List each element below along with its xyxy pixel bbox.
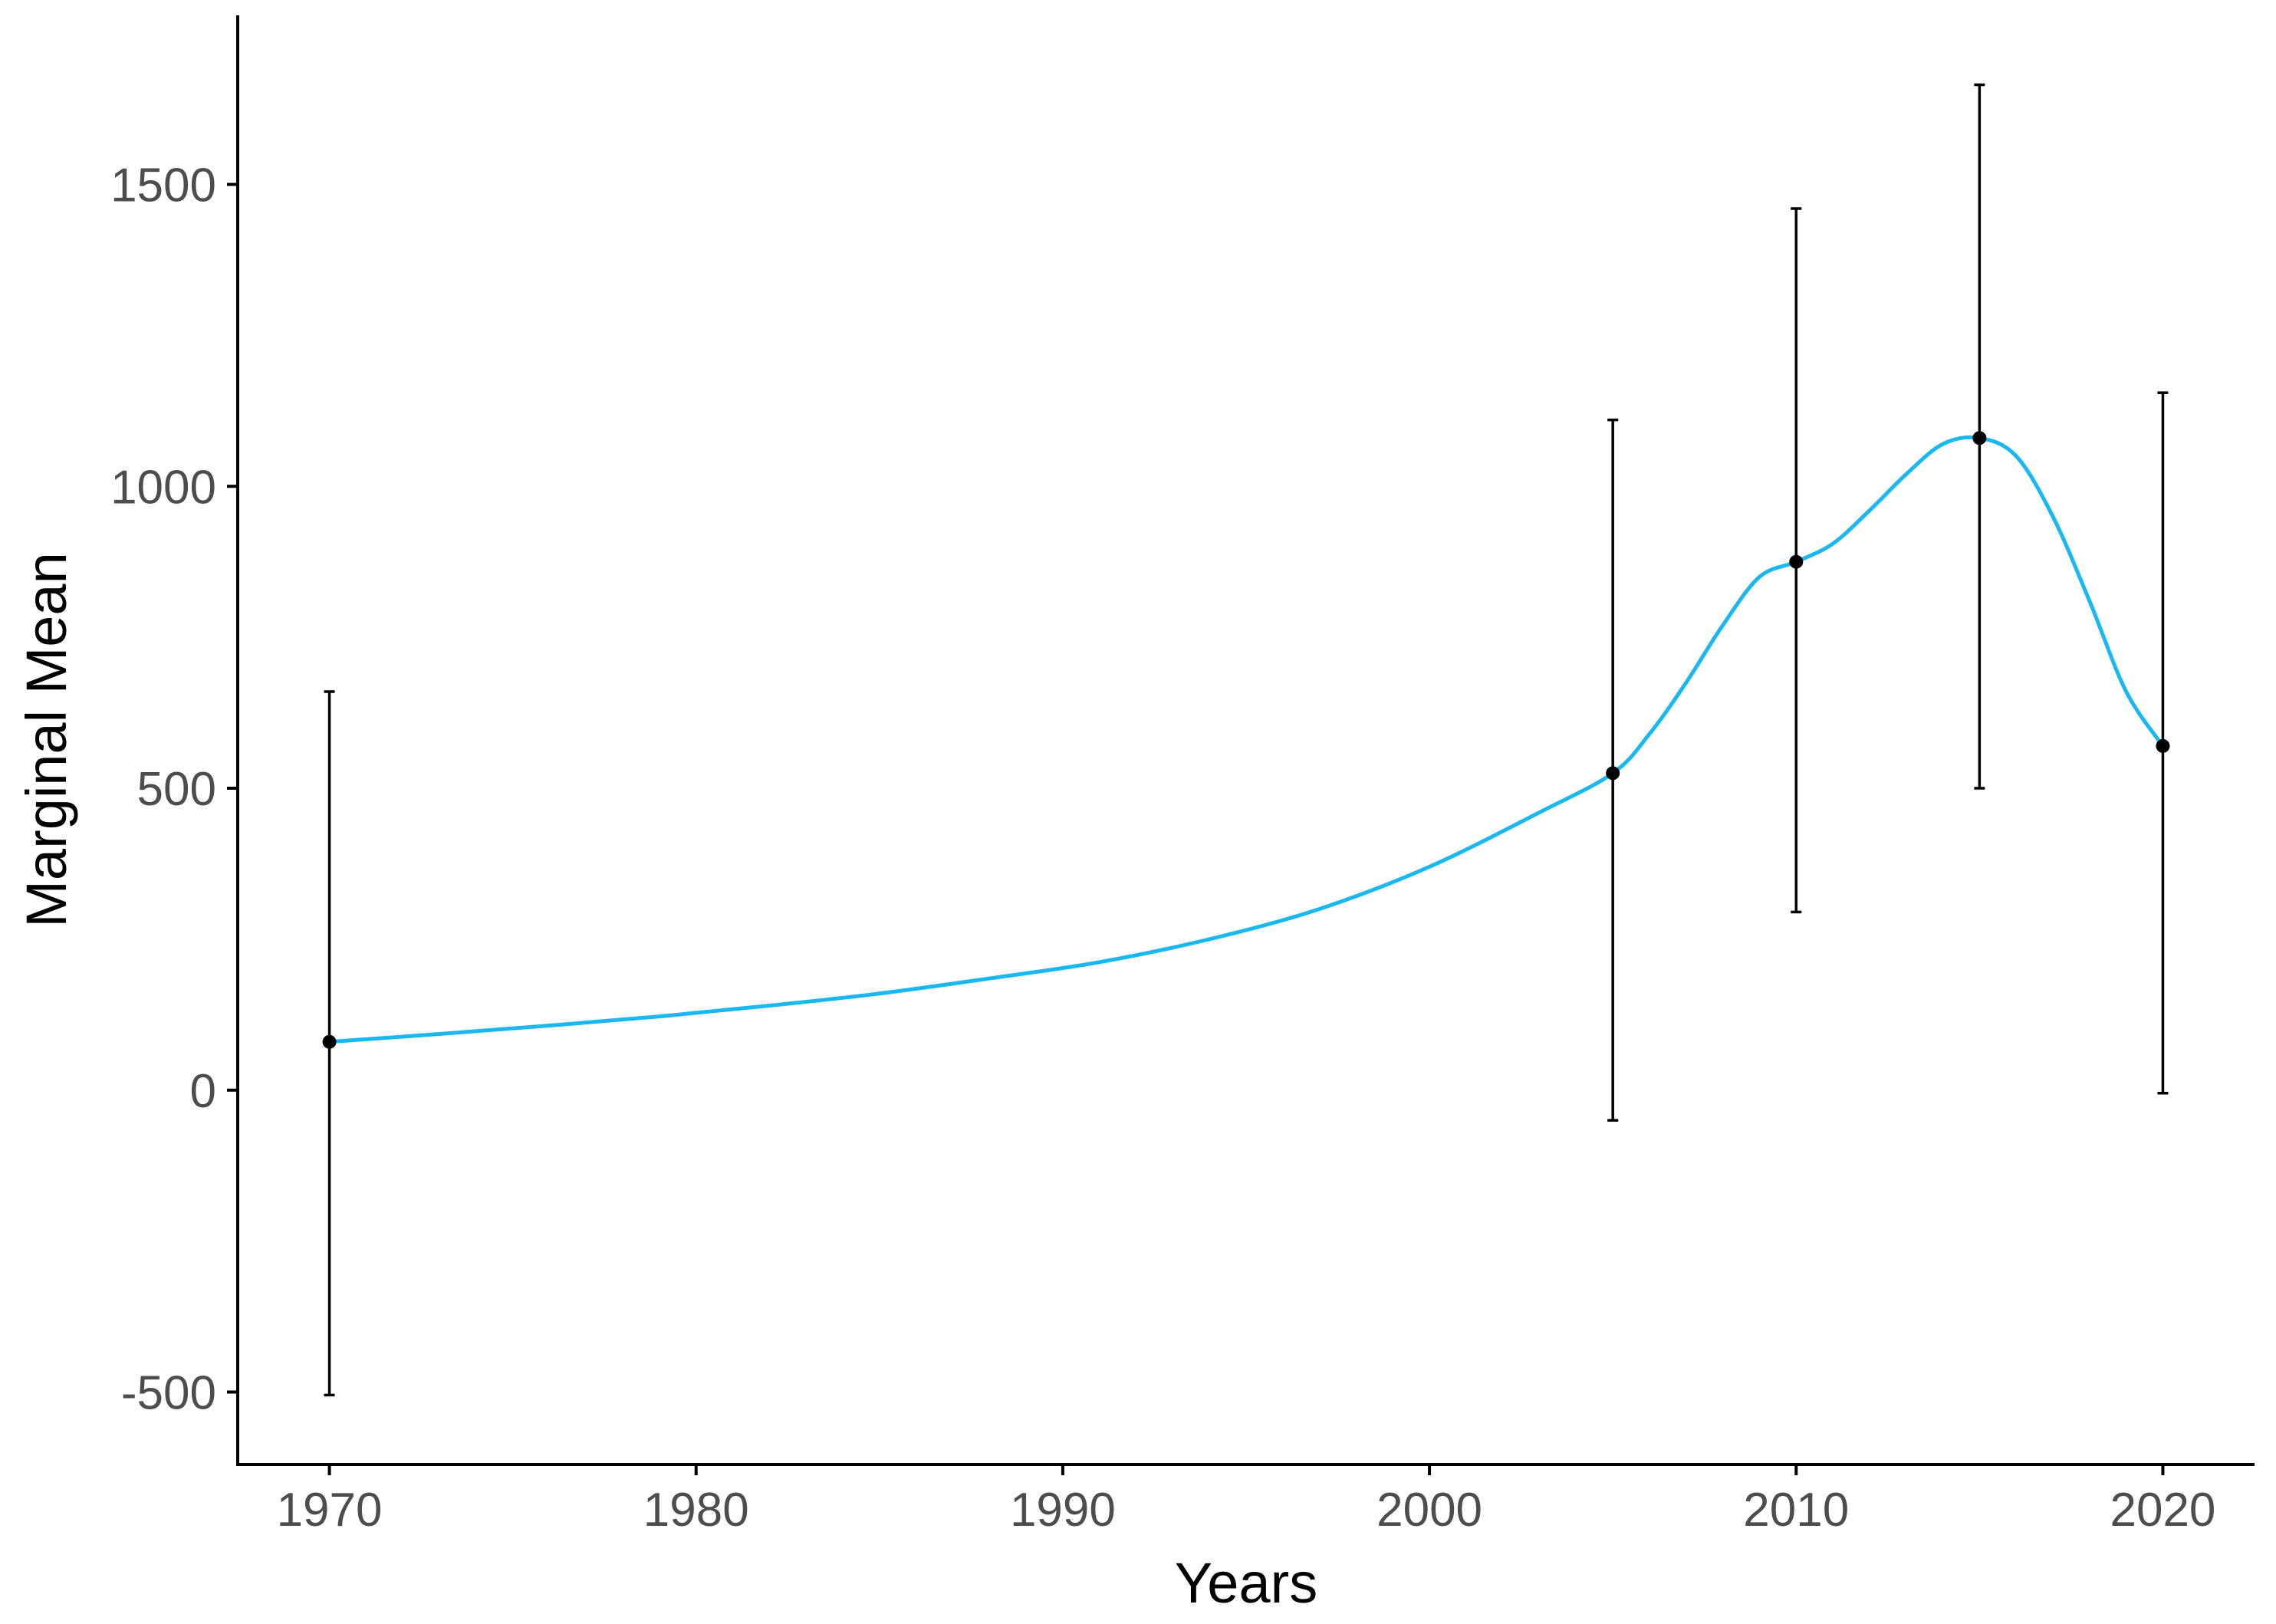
x-tick-label: 2010: [1743, 1484, 1849, 1537]
y-axis-title: Marginal Mean: [15, 552, 78, 927]
data-point: [1789, 554, 1804, 569]
y-axis-ticks: -500 0 500 1000 1500: [110, 159, 238, 1420]
y-tick-label: 1000: [110, 461, 216, 514]
x-axis-title: Years: [1175, 1551, 1318, 1615]
data-point: [1606, 766, 1620, 781]
data-point: [322, 1034, 337, 1049]
x-tick-label: 1980: [643, 1484, 749, 1537]
y-tick-label: 500: [137, 763, 216, 816]
x-tick-label: 1970: [277, 1484, 383, 1537]
axes: -500 0 500 1000 1500 1970 1980 1990 2000 2010 202…: [110, 15, 2255, 1537]
marginal-mean-line: [327, 435, 2165, 1044]
x-tick-label: 2020: [2110, 1484, 2215, 1537]
x-axis-ticks: 1970 1980 1990 2000 2010 2020: [277, 1465, 2215, 1537]
data-point: [2156, 738, 2170, 753]
data-point: [1972, 431, 1987, 445]
y-tick-label: -500: [121, 1367, 216, 1420]
error-bars: [324, 83, 2169, 1397]
x-tick-label: 2000: [1376, 1484, 1482, 1537]
x-tick-label: 1990: [1010, 1484, 1116, 1537]
data-points: [322, 431, 2170, 1049]
y-tick-label: 1500: [110, 159, 216, 212]
y-tick-label: 0: [190, 1065, 216, 1118]
